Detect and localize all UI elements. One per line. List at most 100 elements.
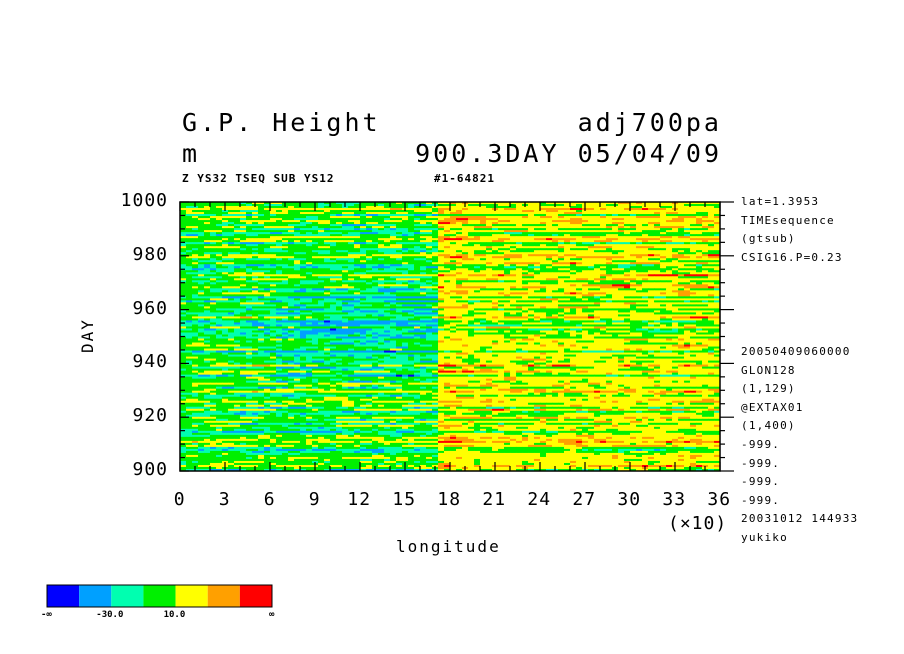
heatmap-cell [612,250,619,253]
heatmap-cell [672,224,679,227]
heatmap-cell [234,204,241,207]
heatmap-cell [594,268,601,271]
heatmap-cell [228,272,235,275]
heatmap-cell [468,298,475,301]
heatmap-cell [642,290,649,293]
heatmap-cell [564,226,571,229]
heatmap-cell [558,230,565,233]
heatmap-cell [318,244,325,247]
heatmap-cell [450,226,457,229]
heatmap-cell [678,220,685,223]
heatmap-cell [240,232,247,235]
heatmap-cell [366,282,373,285]
heatmap-cell [378,268,385,271]
heatmap-cell [306,208,313,211]
heatmap-cell [228,226,235,229]
heatmap-cell [510,238,517,241]
heatmap-cell [426,218,433,221]
heatmap-cell [588,274,595,277]
heatmap-cell [546,270,553,273]
heatmap-cell [402,304,409,307]
heatmap-cell [354,206,361,209]
heatmap-cell [258,254,265,257]
heatmap-cell [366,212,373,215]
heatmap-cell [612,306,619,309]
heatmap-cell [234,202,241,205]
heatmap-cell [600,298,607,301]
heatmap-cell [636,230,643,233]
heatmap-cell [192,290,199,293]
heatmap-cell [594,210,601,213]
heatmap-cell [348,258,355,261]
heatmap-cell [420,246,427,249]
heatmap-cell [528,298,535,301]
heatmap-cell [576,250,583,253]
heatmap-cell [462,222,469,225]
heatmap-cell [222,262,229,265]
heatmap-cell [264,240,271,243]
heatmap-cell [390,282,397,285]
heatmap-cell [684,214,691,217]
heatmap-cell [294,266,301,269]
heatmap-cell [186,218,193,221]
heatmap-cell [318,294,325,297]
heatmap-cell [480,236,487,239]
heatmap-cell [516,258,523,261]
heatmap-cell [666,238,673,241]
heatmap-cell [186,246,193,249]
heatmap-cell [228,274,235,277]
heatmap-cell [708,236,715,239]
heatmap-cell [360,268,367,271]
heatmap-cell [180,206,187,209]
heatmap-cell [648,282,655,285]
heatmap-cell [690,270,697,273]
heatmap-cell [666,254,673,257]
heatmap-cell [678,266,685,269]
heatmap-cell [294,300,301,303]
heatmap-cell [264,206,271,209]
heatmap-cell [222,226,229,229]
heatmap-cell [402,280,409,283]
heatmap-cell [420,218,427,221]
heatmap-cell [588,288,595,291]
heatmap-cell [300,230,307,233]
heatmap-cell [390,232,397,235]
heatmap-cell [198,300,205,303]
heatmap-cell [438,272,445,275]
heatmap-cell [696,210,703,213]
heatmap-cell [666,286,673,289]
heatmap-cell [546,252,553,255]
heatmap-cell [576,278,583,281]
heatmap-cell [426,302,433,305]
heatmap-cell [438,302,445,305]
heatmap-cell [612,224,619,227]
heatmap-cell [594,250,601,253]
heatmap-cell [672,250,679,253]
heatmap-cell [360,240,367,243]
heatmap-cell [204,214,211,217]
heatmap-cell [420,236,427,239]
heatmap-cell [504,268,511,271]
heatmap-cell [654,268,661,271]
heatmap-cell [258,272,265,275]
heatmap-cell [450,240,457,243]
heatmap-cell [372,262,379,265]
heatmap-cell [270,304,277,307]
heatmap-cell [606,280,613,283]
heatmap-cell [648,254,655,257]
heatmap-cell [510,304,517,307]
heatmap-cell [510,208,517,211]
heatmap-cell [582,278,589,281]
heatmap-cell [474,224,481,227]
heatmap-cell [576,254,583,257]
heatmap-cell [366,258,373,261]
heatmap-cell [324,216,331,219]
heatmap-cell [486,274,493,277]
heatmap-cell [354,226,361,229]
heatmap-cell [456,266,463,269]
heatmap-cell [318,238,325,241]
heatmap-cell [516,268,523,271]
heatmap-cell [570,256,577,259]
heatmap-cell [516,262,523,265]
heatmap-cell [474,212,481,215]
